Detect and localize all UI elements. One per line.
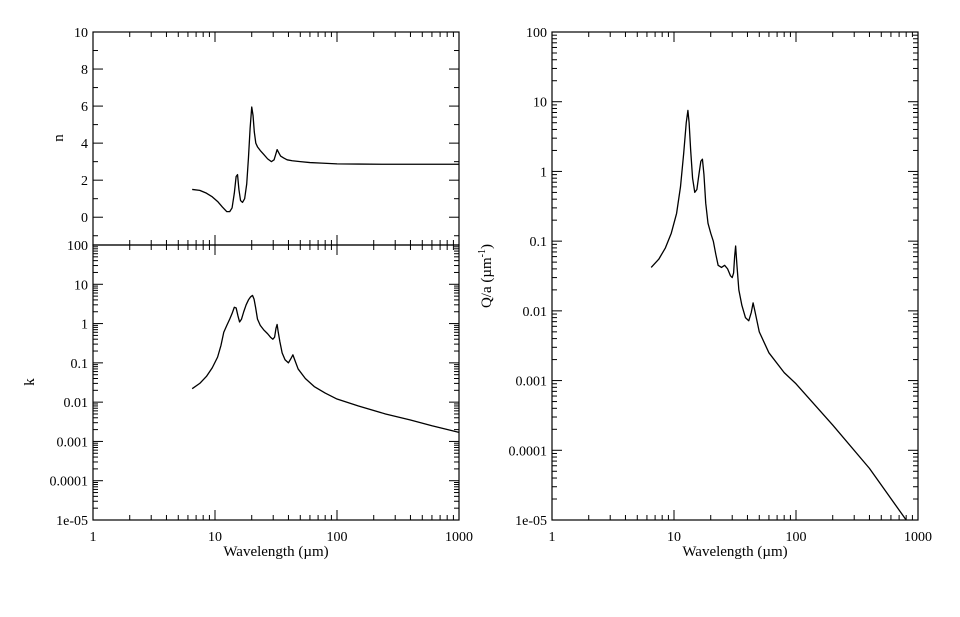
y-tick-label: 0.0001 <box>50 475 89 490</box>
x-tick-label: 1000 <box>445 530 473 545</box>
x-tick-label: 1 <box>549 530 556 545</box>
x-tick-label: 100 <box>327 530 348 545</box>
y-axis-title: k <box>22 378 38 386</box>
k-panel: 1e-05 0.0001 0.001 0.01 0.1 1 10 100 1 10 100 1000 W… <box>22 239 473 560</box>
x-axis-title: Wavelength (µm) <box>682 544 787 560</box>
y-tick-label: 0.01 <box>64 396 89 411</box>
y-tick-label: 4 <box>81 137 88 152</box>
x-tick-label: 1000 <box>904 530 932 545</box>
y-tick-label: 6 <box>81 100 88 115</box>
y-tick-label: 1 <box>540 165 547 180</box>
series-line <box>650 109 907 521</box>
plot-frame <box>92 31 460 246</box>
plot-frame <box>551 31 919 521</box>
x-tick-label: 10 <box>667 530 681 545</box>
y-tick-label: 0.001 <box>516 375 548 390</box>
y-tick-label: 8 <box>81 63 88 78</box>
y-tick-label: 1 <box>81 318 88 333</box>
series-line <box>192 106 459 213</box>
y-tick-label: 100 <box>67 239 88 254</box>
y-axis-title: n <box>51 134 67 142</box>
y-tick-label: 0.1 <box>530 235 548 250</box>
x-axis-title: Wavelength (µm) <box>223 544 328 560</box>
y-tick-label: 10 <box>74 278 88 293</box>
y-tick-label: 10 <box>533 96 547 111</box>
y-axis-title-tail: ) <box>479 244 495 249</box>
series-line <box>191 294 460 434</box>
y-tick-label: 1e-05 <box>56 514 88 529</box>
plot-frame <box>92 244 460 521</box>
y-axis-title-superscript: -1 <box>477 249 488 257</box>
y-tick-label: 100 <box>526 26 547 41</box>
y-tick-label: 1e-05 <box>515 514 547 529</box>
n-panel: 0 2 4 6 8 10 n <box>51 26 460 246</box>
x-tick-label: 10 <box>208 530 222 545</box>
y-axis-title: Q/a (µm-1) <box>477 244 495 308</box>
y-tick-label: 0.1 <box>71 357 89 372</box>
y-tick-label: 2 <box>81 174 88 189</box>
x-tick-label: 100 <box>786 530 807 545</box>
y-tick-label: 10 <box>74 26 88 41</box>
y-tick-label: 0.0001 <box>509 444 548 459</box>
q-panel: 1e-05 0.0001 0.001 0.01 0.1 1 10 100 1 10 100 1000 W… <box>477 26 932 560</box>
x-tick-label: 1 <box>90 530 97 545</box>
y-tick-label: 0.01 <box>523 305 548 320</box>
y-tick-label: 0.001 <box>57 435 89 450</box>
y-tick-label: 0 <box>81 211 88 226</box>
